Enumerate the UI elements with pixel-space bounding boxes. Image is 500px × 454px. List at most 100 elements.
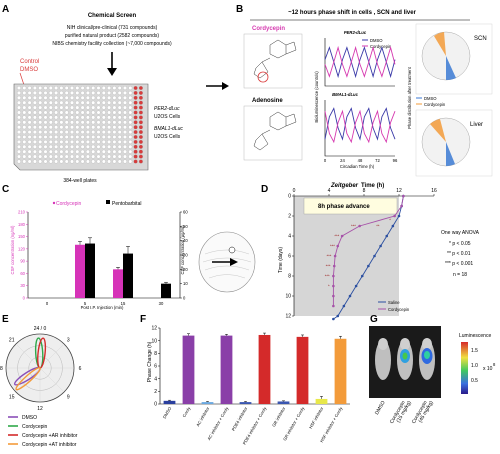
colorbar-tick-3: 0.5 <box>471 378 478 384</box>
well <box>43 154 48 159</box>
well <box>22 86 27 90</box>
well <box>43 139 48 144</box>
control-well <box>133 110 138 115</box>
well <box>64 86 69 90</box>
well <box>112 105 117 110</box>
well <box>59 120 64 125</box>
e-clock-label: 6 <box>79 366 82 372</box>
d-top-tick-label: 8 <box>363 188 366 194</box>
well <box>123 105 127 110</box>
well <box>80 110 85 115</box>
well <box>85 115 90 120</box>
panel-a-line-2: purified natural product (2582 compounds… <box>65 33 160 39</box>
well <box>80 149 85 154</box>
plate-label: 384-well plates <box>63 178 97 184</box>
well <box>107 86 111 90</box>
e-clock-label: 21 <box>9 338 15 344</box>
well <box>64 95 69 100</box>
b-plot1-title: PER2-dLuc <box>344 30 367 35</box>
well <box>43 144 48 149</box>
well <box>80 139 85 144</box>
well <box>43 125 48 130</box>
well <box>64 100 69 105</box>
well <box>112 115 117 120</box>
d-point-saline <box>367 264 370 268</box>
d-point-cordycepin <box>336 244 340 248</box>
well <box>33 139 37 144</box>
well <box>101 125 106 130</box>
well <box>101 139 106 144</box>
well <box>85 105 90 110</box>
well-plate <box>13 83 149 171</box>
d-left-tick-label: 8 <box>288 274 291 280</box>
well <box>54 130 58 135</box>
d-significance: *** <box>330 244 335 249</box>
well <box>123 149 127 154</box>
well <box>112 110 117 115</box>
well <box>123 144 127 149</box>
well <box>43 110 48 115</box>
d-point-saline <box>379 244 382 248</box>
well <box>48 144 53 149</box>
well <box>128 95 133 100</box>
d-point-saline <box>391 224 395 228</box>
d-point-saline <box>348 294 352 298</box>
well <box>33 100 37 105</box>
c-left-tick-label: 180 <box>18 222 26 227</box>
d-significance: *** <box>326 264 331 269</box>
well <box>117 154 122 159</box>
d-point-cordycepin <box>400 204 403 208</box>
well <box>96 130 101 135</box>
well <box>38 110 43 115</box>
d-point-saline <box>332 317 335 321</box>
liver-label: Liver <box>470 122 483 128</box>
e-legend-label: Cordycepin +AR inhibitor <box>22 433 78 439</box>
control-well <box>133 100 138 105</box>
scn-label: SCN <box>474 36 487 42</box>
c-left-tick-label: 210 <box>18 210 26 215</box>
well <box>123 154 127 159</box>
well <box>101 144 106 149</box>
well <box>117 120 122 125</box>
e-phase-petal <box>15 367 41 391</box>
well <box>128 100 133 105</box>
control-well <box>133 125 138 130</box>
well <box>54 86 58 90</box>
well <box>128 135 133 139</box>
well <box>22 105 27 110</box>
well <box>91 90 96 95</box>
well <box>33 130 37 135</box>
well <box>38 100 43 105</box>
well <box>22 154 27 159</box>
f-bar <box>163 400 176 404</box>
well <box>96 110 101 115</box>
well <box>112 159 117 164</box>
b-x-tick: 48 <box>358 158 363 163</box>
f-bar <box>201 402 214 404</box>
mouse-cordycepin-15 <box>397 338 413 380</box>
d-point-cordycepin <box>332 304 335 308</box>
cordycepin-structure <box>243 33 303 89</box>
f-x-tick-label: GR inhibitor + Cordy <box>282 405 306 441</box>
well <box>59 139 64 144</box>
well <box>43 115 48 120</box>
well <box>38 86 43 90</box>
well <box>17 86 21 90</box>
well <box>107 125 111 130</box>
well <box>70 159 74 164</box>
e-phase-clock: 24 / 0 3 6 9 12 15 18 21 <box>0 326 82 412</box>
well <box>101 100 106 105</box>
control-well <box>133 135 138 139</box>
d-point-saline <box>336 314 340 318</box>
c-left-tick-label: 60 <box>20 271 25 276</box>
well <box>75 95 80 100</box>
well <box>59 135 64 139</box>
well <box>101 135 106 139</box>
well <box>112 135 117 139</box>
panel-g-letter: G <box>370 314 378 325</box>
well <box>101 86 106 90</box>
well <box>33 149 37 154</box>
well <box>48 95 53 100</box>
arena-illustration <box>198 231 256 293</box>
